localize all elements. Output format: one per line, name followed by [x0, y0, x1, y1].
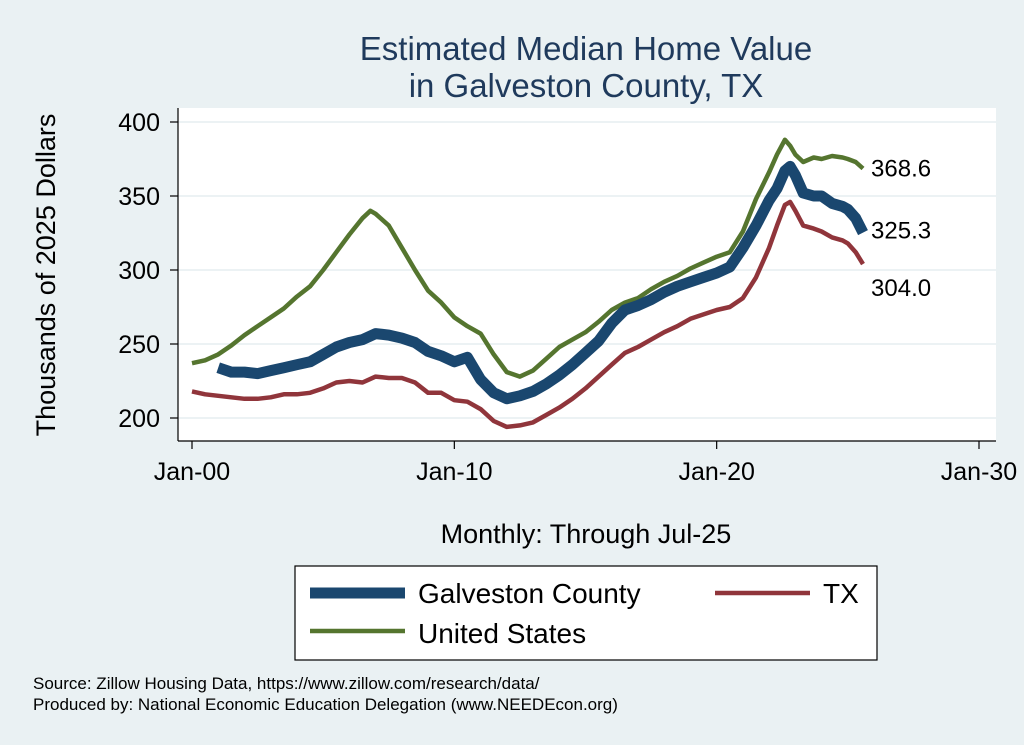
y-tick-label: 200 [118, 405, 160, 433]
chart-title-line-1: Estimated Median Home Value [360, 30, 812, 67]
source-line-2: Produced by: National Economic Education… [33, 695, 618, 714]
x-tick-label: Jan-10 [416, 458, 492, 486]
x-tick-label: Jan-30 [941, 458, 1017, 486]
chart-title-line-2: in Galveston County, TX [409, 67, 764, 104]
gridlines [178, 121, 996, 419]
legend: Galveston County TX United States [294, 565, 878, 661]
series-line-us [191, 137, 865, 379]
legend-label-galveston: Galveston County [418, 578, 641, 609]
end-label-us: 368.6 [871, 155, 931, 182]
y-axis-title: Thousands of 2025 Dollars [31, 114, 61, 437]
legend-label-us: United States [418, 618, 586, 649]
y-tick-label: 400 [118, 109, 160, 137]
series-lines [191, 137, 868, 430]
end-labels: 325.3 304.0 368.6 [871, 155, 931, 302]
legend-label-tx: TX [823, 578, 859, 609]
x-axis-title: Monthly: Through Jul-25 [441, 519, 732, 549]
series-line-tx [191, 199, 865, 430]
x-tick-label: Jan-20 [678, 458, 754, 486]
x-ticks: Jan-00 Jan-10 Jan-20 Jan-30 [154, 441, 1017, 486]
end-label-galveston: 325.3 [871, 218, 931, 245]
end-label-tx: 304.0 [871, 275, 931, 302]
y-tick-label: 250 [118, 331, 160, 359]
y-tick-label: 350 [118, 183, 160, 211]
source-line-1: Source: Zillow Housing Data, https://www… [33, 674, 540, 693]
y-ticks: 200 250 300 350 400 [118, 109, 178, 433]
y-tick-label: 300 [118, 257, 160, 285]
axes [177, 108, 996, 442]
series-line-galveston [216, 160, 868, 405]
legend-box [294, 565, 878, 661]
x-tick-label: Jan-00 [154, 458, 230, 486]
